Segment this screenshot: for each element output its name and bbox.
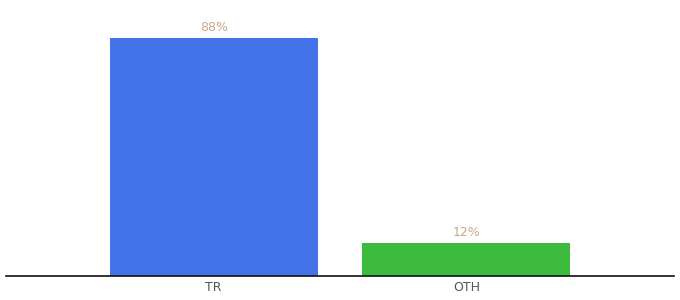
- Bar: [109, 38, 318, 276]
- Text: 12%: 12%: [452, 226, 480, 239]
- Bar: [362, 243, 571, 276]
- Text: 88%: 88%: [200, 21, 228, 34]
